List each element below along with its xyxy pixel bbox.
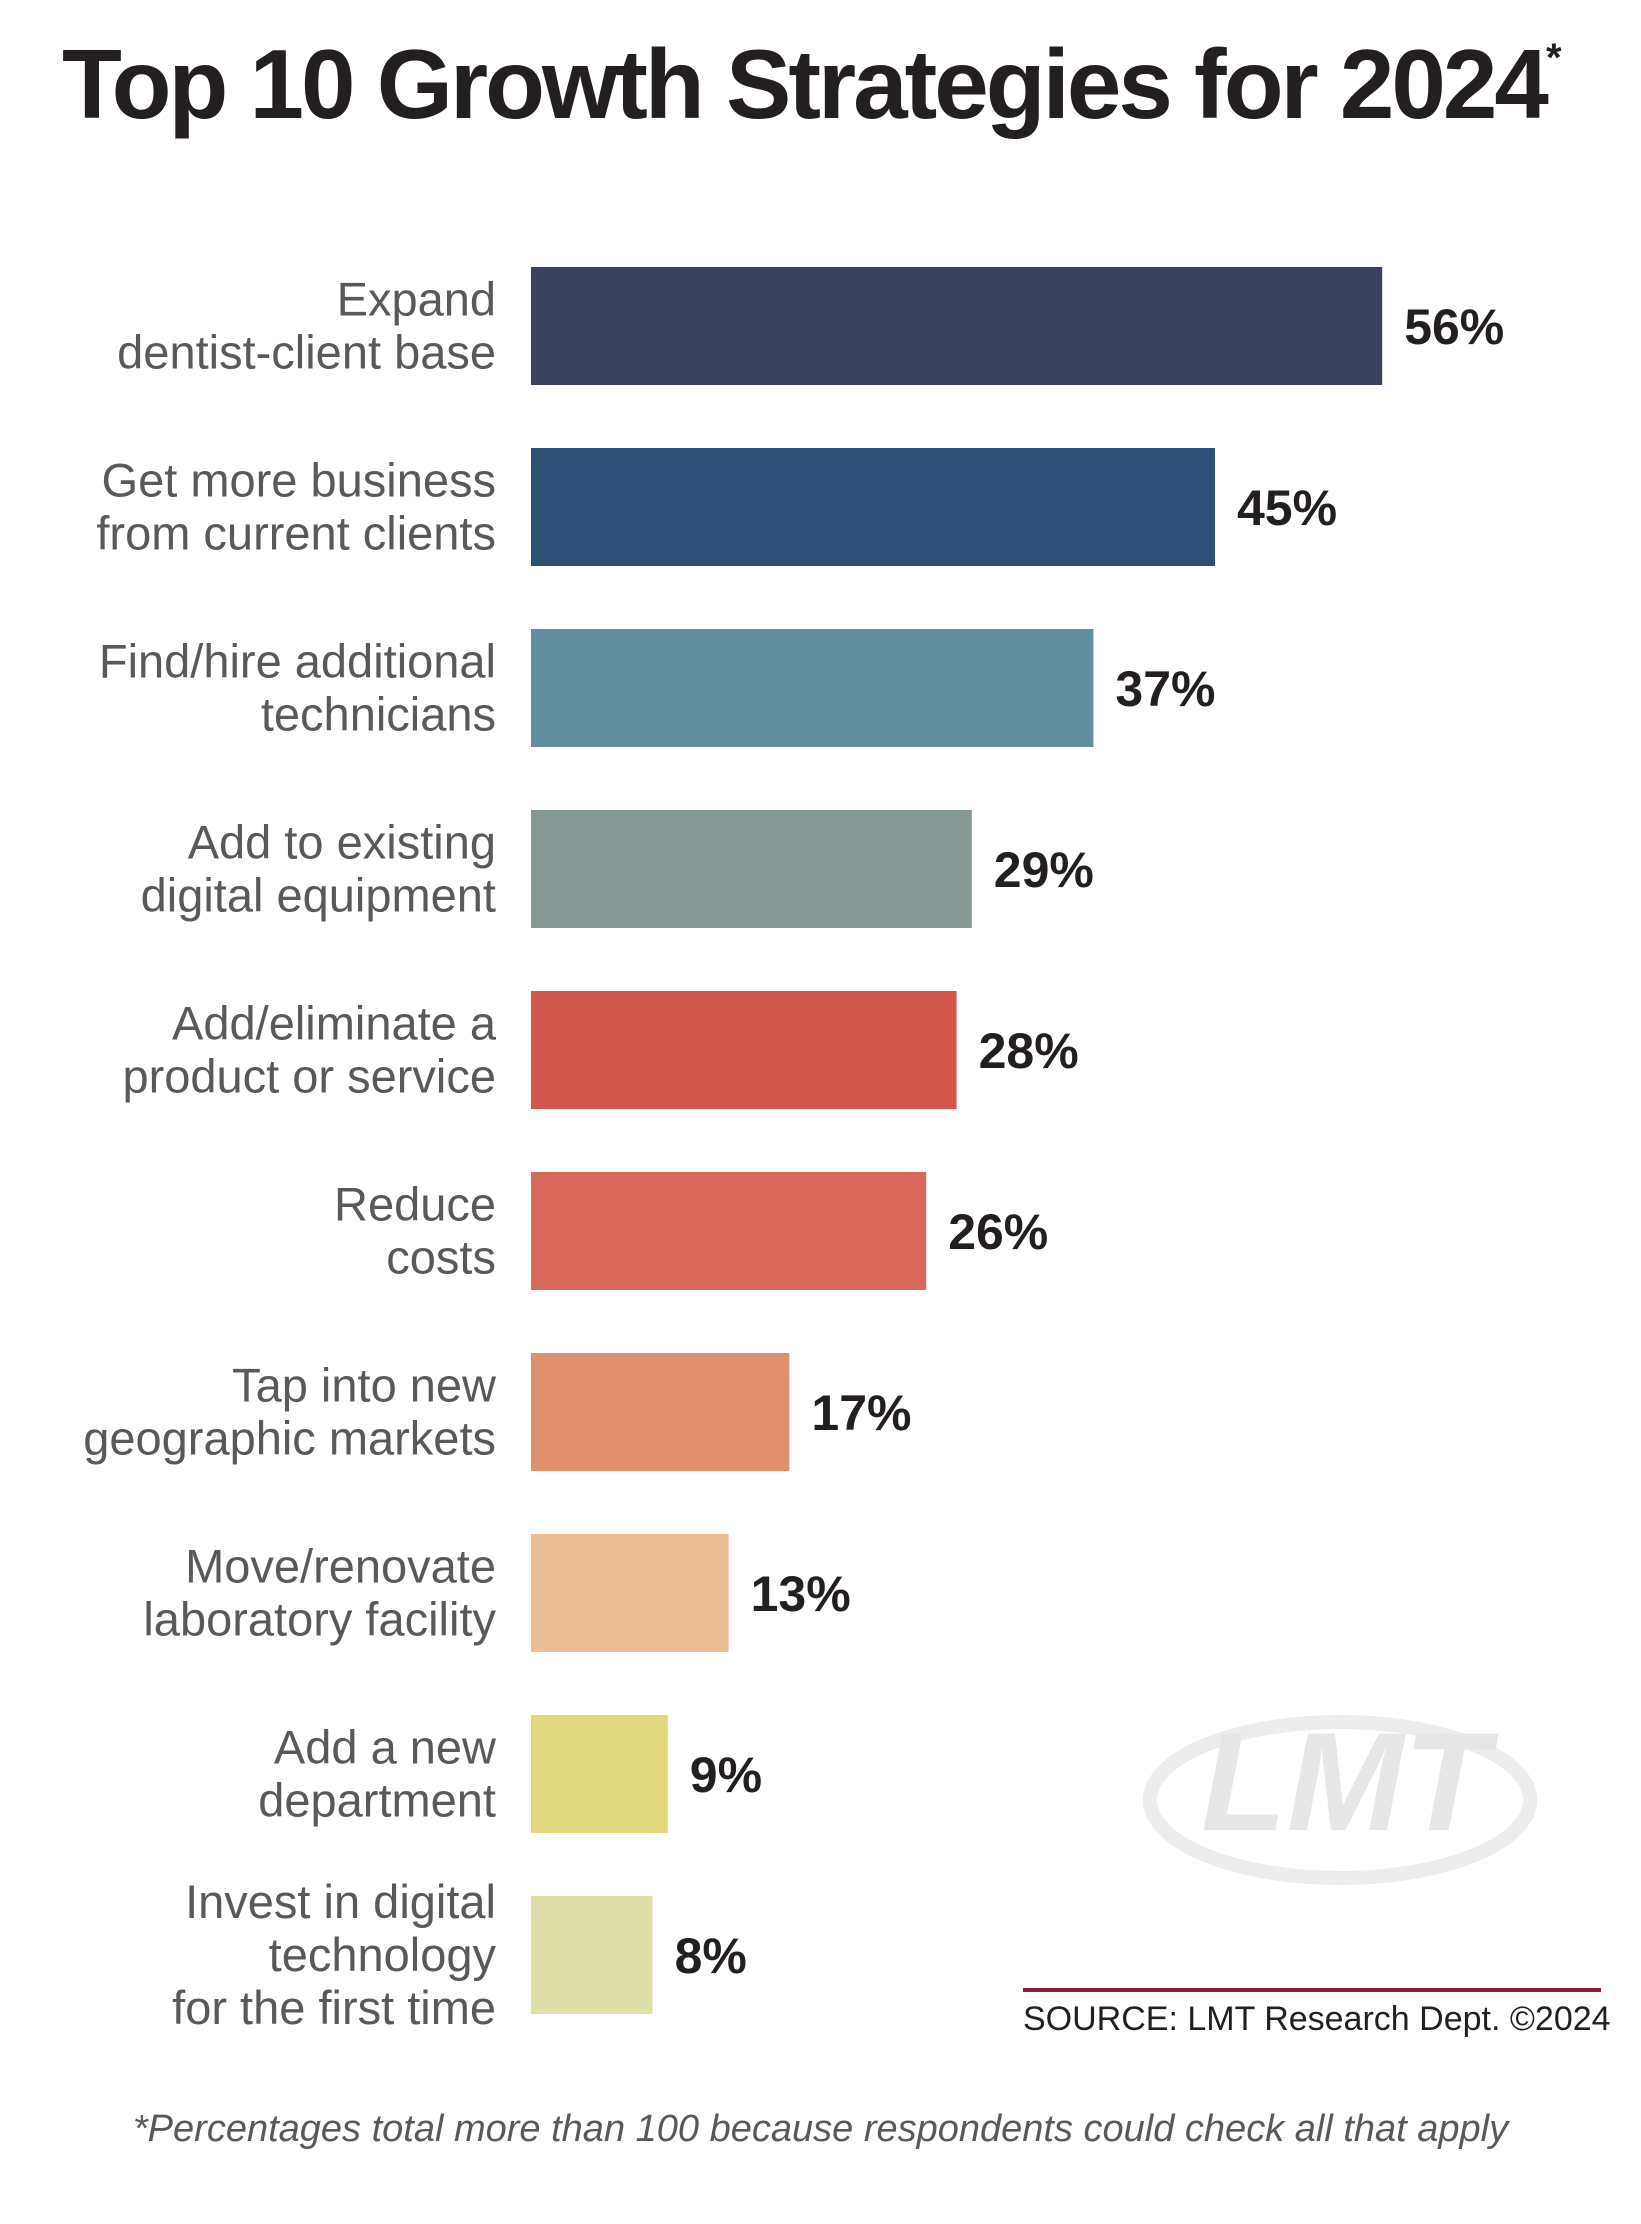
category-label-7: Tap into new geographic markets	[83, 1359, 497, 1465]
value-label-1: 56%	[1404, 299, 1504, 355]
category-label-6: Reduce costs	[334, 1178, 496, 1284]
category-label-4: Add to existing digital equipment	[141, 816, 496, 922]
footnote: *Percentages total more than 100 because…	[132, 2108, 1509, 2150]
source-credit: SOURCE: LMT Research Dept. ©2024	[1023, 2000, 1611, 2038]
bar-7	[531, 1353, 790, 1471]
bar-1	[531, 267, 1383, 385]
bar-10	[531, 1896, 653, 2014]
value-label-9: 9%	[690, 1747, 762, 1803]
value-label-4: 29%	[994, 842, 1094, 898]
category-label-9: Add a new department	[258, 1721, 497, 1827]
category-label-3: Find/hire additional technicians	[99, 635, 496, 741]
svg-text:LMT: LMT	[1201, 1703, 1499, 1860]
bar-4	[531, 810, 972, 928]
value-label-8: 13%	[751, 1566, 851, 1622]
value-label-6: 26%	[948, 1204, 1048, 1260]
category-label-2: Get more business from current clients	[96, 454, 496, 560]
category-label-8: Move/renovate laboratory facility	[143, 1540, 496, 1646]
value-label-2: 45%	[1237, 480, 1337, 536]
value-label-3: 37%	[1115, 661, 1215, 717]
bar-8	[531, 1534, 729, 1652]
bar-6	[531, 1172, 927, 1290]
source-divider	[1023, 1988, 1601, 1992]
bar-9	[531, 1715, 668, 1833]
value-label-5: 28%	[979, 1023, 1079, 1079]
category-label-5: Add/eliminate a product or service	[122, 997, 496, 1103]
value-label-10: 8%	[675, 1928, 747, 1984]
bar-2	[531, 448, 1215, 566]
title-asterisk: *	[1545, 36, 1561, 80]
bar-3	[531, 629, 1094, 747]
lmt-logo-watermark: LMT	[1140, 1690, 1540, 1895]
category-label-10: Invest in digital technology for the first…	[172, 1875, 496, 2034]
value-label-7: 17%	[811, 1385, 911, 1441]
category-label-1: Expand dentist-client base	[117, 273, 496, 379]
chart-title-text: Top 10 Growth Strategies for 2024	[62, 29, 1549, 139]
chart-title: Top 10 Growth Strategies for 2024*	[62, 28, 1582, 141]
bar-5	[531, 991, 957, 1109]
